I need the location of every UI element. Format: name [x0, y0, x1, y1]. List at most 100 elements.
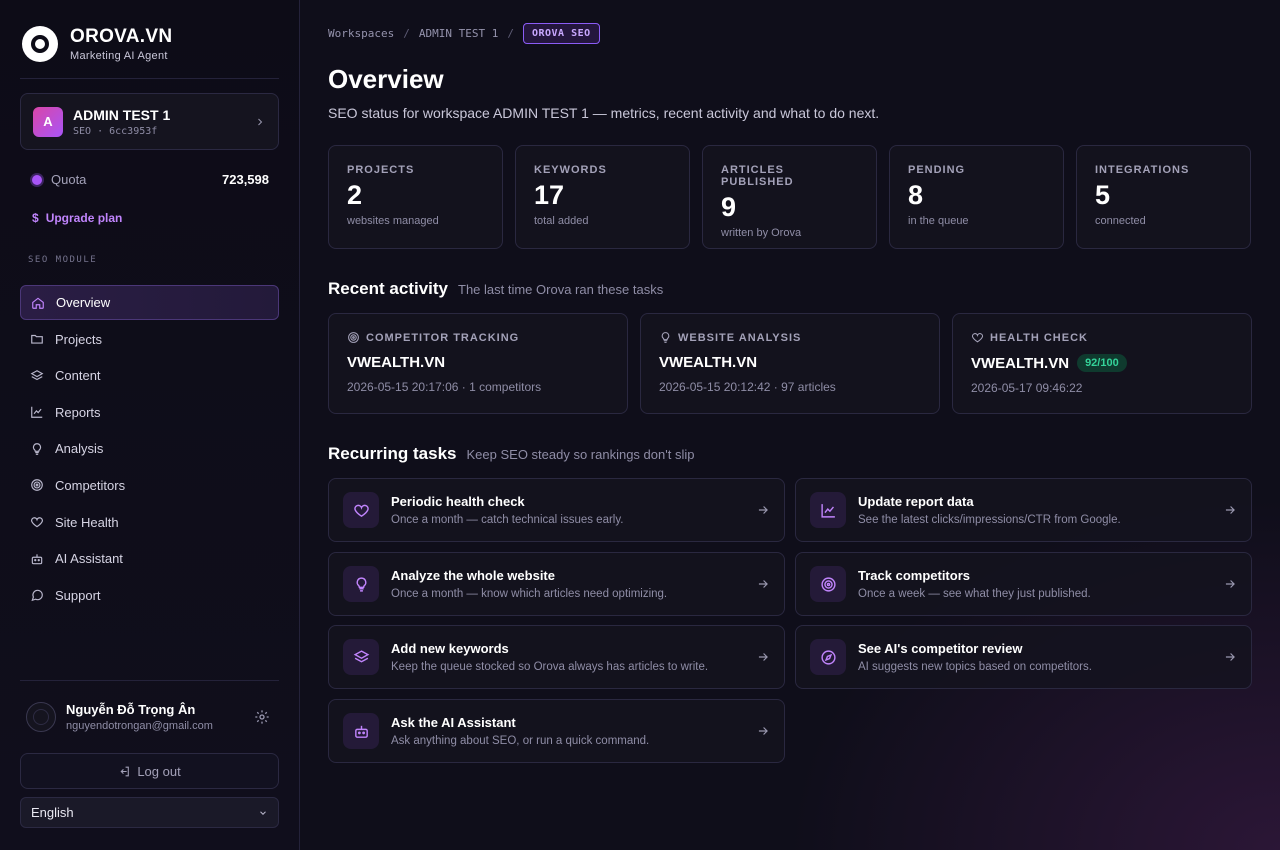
activity-card-competitor-tracking[interactable]: COMPETITOR TRACKING VWEALTH.VN 2026-05-1… [328, 313, 628, 414]
activity-card-health-check[interactable]: HEALTH CHECK VWEALTH.VN 92/100 2026-05-1… [952, 313, 1252, 414]
dollar-icon: $ [32, 211, 39, 225]
language-select[interactable]: English [20, 797, 279, 828]
breadcrumb-current: OROVA SEO [522, 23, 600, 44]
stat-value: 2 [347, 180, 363, 210]
breadcrumb-separator: / [507, 27, 514, 40]
user-profile: Nguyễn Đỗ Trọng Ân nguyendotrongan@gmail… [26, 702, 270, 732]
sidebar-item-competitors[interactable]: Competitors [20, 468, 279, 503]
task-title: Add new keywords [391, 641, 509, 656]
activity-label: WEBSITE ANALYSIS [659, 331, 921, 344]
stat-card-keywords: KEYWORDS 17 total added [515, 145, 690, 249]
main-content: Workspaces / ADMIN TEST 1 / OROVA SEO Ov… [300, 0, 1280, 850]
sidebar-item-label: Analysis [55, 441, 104, 457]
orova-logo-icon [22, 26, 58, 62]
brand[interactable]: OROVA.VN Marketing AI Agent [22, 26, 172, 62]
breadcrumb-separator: / [403, 27, 410, 40]
sidebar-item-label: Reports [55, 404, 101, 420]
sidebar-item-site-health[interactable]: Site Health [20, 505, 279, 540]
activity-site: VWEALTH.VN [347, 354, 609, 371]
task-update-report-data[interactable]: Update report data See the latest clicks/… [795, 478, 1252, 542]
task-title: Analyze the whole website [391, 568, 555, 583]
stat-sub: written by Orova [721, 227, 802, 239]
arrow-right-icon [1225, 506, 1235, 514]
health-score-badge: 92/100 [1077, 354, 1127, 372]
avatar[interactable] [26, 702, 56, 732]
stat-value: 8 [908, 180, 924, 210]
task-title: Ask the AI Assistant [391, 715, 516, 730]
logout-icon [120, 766, 130, 776]
robot-icon [31, 553, 43, 564]
task-ai-competitor-review[interactable]: See AI's competitor review AI suggests ne… [795, 625, 1252, 689]
activity-label: COMPETITOR TRACKING [347, 331, 609, 344]
sidebar-divider [20, 680, 279, 681]
brand-tagline: Marketing AI Agent [70, 49, 168, 62]
stat-label: KEYWORDS [534, 164, 607, 176]
sidebar-item-label: Content [55, 368, 101, 384]
sidebar-item-overview[interactable]: Overview [20, 285, 279, 320]
task-title: Periodic health check [391, 494, 525, 509]
workspace-switcher[interactable]: A ADMIN TEST 1 SEO · 6cc3953f [20, 93, 279, 150]
heart-icon [971, 333, 984, 343]
sidebar-item-content[interactable]: Content [20, 358, 279, 393]
activity-meta: 2026-05-15 20:12:42 · 97 articles [659, 380, 836, 394]
task-ask-ai-assistant[interactable]: Ask the AI Assistant Ask anything about S… [328, 699, 785, 763]
sidebar-item-label: Overview [56, 295, 111, 310]
task-icon-wrap [343, 639, 379, 675]
breadcrumb-workspaces[interactable]: Workspaces [328, 27, 395, 40]
task-desc: AI suggests new topics based on competit… [858, 661, 1092, 673]
stat-value: 5 [1095, 180, 1111, 210]
task-analyze-website[interactable]: Analyze the whole website Once a month — … [328, 552, 785, 616]
task-title: Track competitors [858, 568, 970, 583]
sidebar-item-projects[interactable]: Projects [20, 322, 279, 357]
sidebar-item-reports[interactable]: Reports [20, 395, 279, 430]
line-chart-icon [31, 407, 43, 419]
stat-label: INTEGRATIONS [1095, 164, 1190, 176]
recurring-tasks-header: Recurring tasks Keep SEO steady so ranki… [328, 444, 694, 464]
upgrade-plan-link[interactable]: $ Upgrade plan [32, 211, 122, 225]
arrow-right-icon [1225, 580, 1235, 588]
workspace-name: ADMIN TEST 1 [73, 106, 171, 123]
task-add-keywords[interactable]: Add new keywords Keep the queue stocked s… [328, 625, 785, 689]
section-hint: Keep SEO steady so rankings don't slip [466, 447, 695, 462]
sidebar-item-label: AI Assistant [55, 551, 123, 567]
task-track-competitors[interactable]: Track competitors Once a week — see what … [795, 552, 1252, 616]
quota-label: Quota [51, 172, 87, 187]
sidebar-item-ai-assistant[interactable]: AI Assistant [20, 541, 279, 576]
sidebar-item-support[interactable]: Support [20, 578, 279, 613]
activity-site: VWEALTH.VN 92/100 [971, 354, 1233, 372]
target-icon [820, 576, 836, 592]
task-icon-wrap [343, 713, 379, 749]
chevron-down-icon [260, 810, 266, 815]
activity-site-name: VWEALTH.VN [971, 354, 1070, 372]
recent-activity-header: Recent activity The last time Orova ran … [328, 279, 663, 299]
task-title: See AI's competitor review [858, 641, 1023, 656]
stat-card-integrations: INTEGRATIONS 5 connected [1076, 145, 1251, 249]
activity-card-website-analysis[interactable]: WEBSITE ANALYSIS VWEALTH.VN 2026-05-15 2… [640, 313, 940, 414]
breadcrumb: Workspaces / ADMIN TEST 1 / OROVA SEO [328, 23, 600, 44]
task-icon-wrap [810, 639, 846, 675]
stat-label: ARTICLES PUBLISHED [721, 164, 794, 188]
stat-label: PROJECTS [347, 164, 415, 176]
quota-value: 723,598 [222, 172, 269, 187]
line-chart-icon [820, 503, 835, 518]
lightbulb-icon [661, 332, 670, 343]
activity-label-text: HEALTH CHECK [990, 331, 1088, 344]
task-periodic-health-check[interactable]: Periodic health check Once a month — catc… [328, 478, 785, 542]
activity-site-name: VWEALTH.VN [659, 354, 758, 371]
task-desc: Ask anything about SEO, or run a quick c… [391, 735, 650, 747]
gear-icon[interactable] [254, 709, 270, 725]
stats-row: PROJECTS 2 websites managed KEYWORDS 17 … [328, 145, 1251, 249]
breadcrumb-workspace[interactable]: ADMIN TEST 1 [418, 27, 499, 40]
sidebar-nav: Overview Projects Content Reports Analys… [20, 285, 279, 614]
activity-site: VWEALTH.VN [659, 354, 921, 371]
logout-button[interactable]: Log out [20, 753, 279, 789]
heart-icon [353, 504, 369, 517]
folder-icon [31, 335, 43, 344]
sidebar-item-label: Competitors [55, 477, 126, 493]
quota-dot-icon [32, 174, 42, 185]
sidebar-item-analysis[interactable]: Analysis [20, 431, 279, 466]
workspace-avatar: A [33, 106, 63, 137]
lightbulb-icon [356, 576, 366, 592]
module-label: SEO MODULE [28, 255, 98, 265]
compass-icon [820, 649, 836, 665]
